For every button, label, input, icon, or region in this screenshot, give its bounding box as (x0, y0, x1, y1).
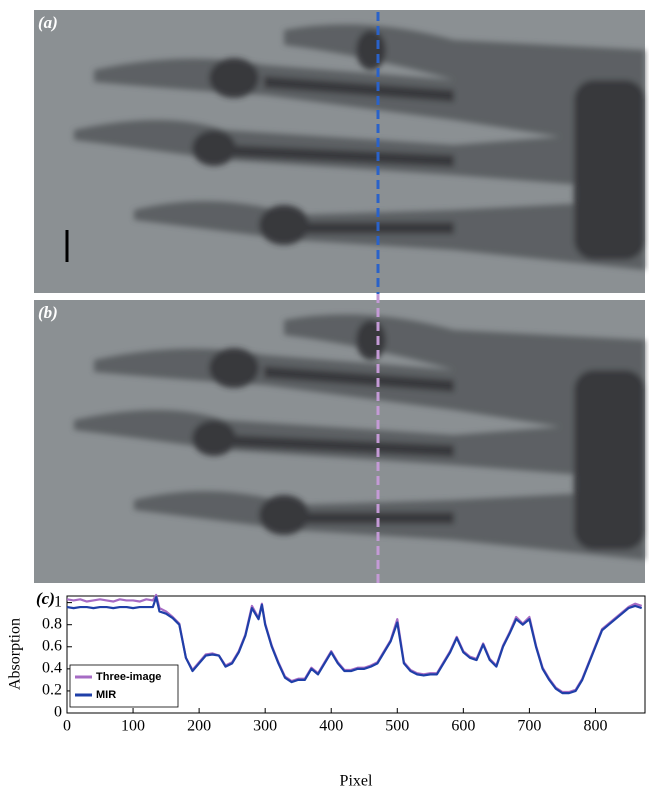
x-tick-label: 0 (63, 718, 71, 735)
y-tick-label: 0.6 (42, 637, 62, 654)
x-tick-label: 200 (187, 718, 211, 735)
figure: (a) (b) (c) Absorption Pixel 0 100 200 300 4… (0, 0, 649, 795)
legend: Three-image MIR (70, 665, 178, 707)
x-tick-label: 400 (319, 718, 343, 735)
x-tick-label: 800 (583, 718, 607, 735)
x-tick-label: 100 (121, 718, 145, 735)
y-tick-label: 0.8 (42, 615, 62, 632)
y-tick-label: 1 (54, 593, 62, 610)
legend-label: MIR (96, 689, 116, 701)
x-tick-label: 500 (385, 718, 409, 735)
image-a: (a) (34, 10, 645, 294)
y-tick-label: 0.4 (42, 660, 62, 677)
x-tick-label: 600 (451, 718, 475, 735)
panel-label: (c) (36, 589, 55, 608)
y-tick-label: 0 (54, 704, 62, 721)
x-axis-label: Pixel (340, 773, 373, 790)
y-axis-label: Absorption (7, 618, 24, 690)
panel-label: (b) (38, 303, 58, 322)
panel-label: (a) (38, 13, 58, 32)
image-b: (b) (34, 294, 645, 583)
plot: 0 100 200 300 400 500 600 700 800 0 0.2 0.4 0.6 0.8 1 T… (42, 593, 645, 734)
x-tick-label: 300 (253, 718, 277, 735)
y-tick-label: 0.2 (42, 682, 62, 699)
x-tick-label: 700 (517, 718, 541, 735)
legend-label: Three-image (96, 671, 161, 683)
